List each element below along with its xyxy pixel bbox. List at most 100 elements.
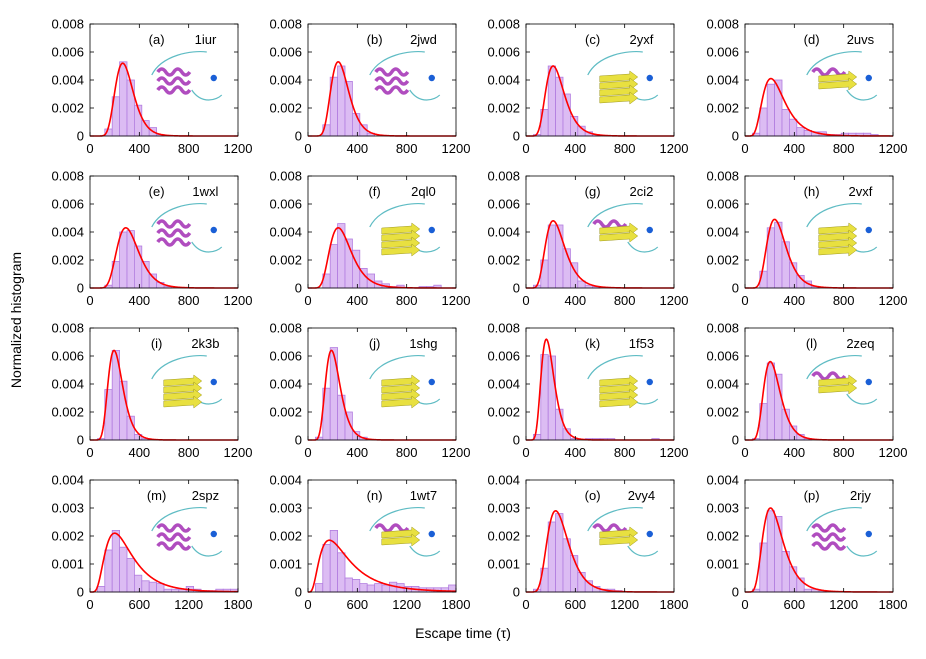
- alpha-helix: [811, 371, 847, 381]
- x-tick-label: 0: [522, 141, 529, 156]
- protein-structure-inset: [151, 51, 223, 101]
- y-tick-label: 0.002: [51, 529, 84, 544]
- beta-strand: [599, 526, 639, 540]
- x-tick-label: 400: [346, 293, 368, 308]
- protein-id-label: 2rjy: [850, 488, 871, 503]
- y-tick-label: 0.004: [706, 473, 739, 488]
- panel-tag: (k): [585, 336, 600, 351]
- x-tick-label: 800: [396, 293, 418, 308]
- y-tick-label: 0.004: [51, 225, 84, 240]
- x-tick-label: 1200: [442, 445, 471, 460]
- y-tick-label: 0.004: [706, 73, 739, 88]
- y-tick-label: 0.002: [51, 405, 84, 420]
- terminal-bead: [210, 74, 217, 82]
- x-tick-label: 0: [741, 445, 748, 460]
- y-tick-label: 0: [77, 585, 84, 600]
- beta-strand: [818, 243, 858, 257]
- beta-strand: [381, 236, 421, 250]
- y-tick-label: 0.002: [269, 101, 302, 116]
- protein-structure-inset: [806, 355, 878, 405]
- alpha-helix: [811, 541, 847, 551]
- y-tick-label: 0.008: [487, 17, 520, 32]
- histogram-bar: [547, 521, 557, 593]
- y-tick-label: 0.004: [269, 225, 302, 240]
- y-tick-label: 0: [295, 433, 302, 448]
- histogram-bar: [163, 588, 172, 593]
- x-tick-label: 1200: [174, 597, 203, 612]
- protein-structure-inset: [369, 507, 441, 557]
- terminal-bead: [210, 378, 217, 386]
- protein-id-label: 1shg: [409, 336, 437, 351]
- histogram-bar: [555, 513, 564, 593]
- panel-2spz: 0 0.001 0.002 0.003 0.004 0 600 1200 1800 (m) 2spz: [51, 473, 252, 613]
- y-tick-label: 0.008: [51, 17, 84, 32]
- y-tick-label: 0.002: [487, 529, 520, 544]
- panel-tag: (n): [367, 488, 383, 503]
- x-tick-label: 800: [833, 141, 855, 156]
- histogram-bar: [366, 584, 376, 593]
- coil-strand: [587, 203, 659, 253]
- protein-structure-inset: [587, 355, 659, 409]
- y-tick-label: 0.001: [487, 557, 520, 572]
- y-tick-label: 0.001: [51, 557, 84, 572]
- beta-strand: [381, 222, 421, 236]
- beta-strand: [381, 243, 421, 257]
- histogram-bar: [803, 588, 813, 593]
- y-tick-label: 0.002: [706, 529, 739, 544]
- y-tick-label: 0: [77, 129, 84, 144]
- y-tick-label: 0.003: [269, 501, 302, 516]
- histogram-bar: [329, 530, 339, 593]
- protein-structure-inset: [587, 507, 659, 557]
- y-tick-label: 0: [295, 129, 302, 144]
- y-tick-label: 0.006: [269, 349, 302, 364]
- histogram-bar: [351, 113, 361, 137]
- histogram-bar: [789, 118, 798, 137]
- histogram-bar: [351, 579, 361, 593]
- terminal-bead: [865, 378, 872, 386]
- histogram-bar: [148, 581, 157, 593]
- coil-strand: [587, 507, 659, 557]
- beta-strand: [381, 381, 421, 395]
- protein-structure-inset: [369, 51, 441, 101]
- beta-strand: [599, 374, 639, 388]
- y-tick-label: 0.002: [706, 253, 739, 268]
- x-tick-label: 400: [128, 293, 150, 308]
- terminal-bead: [428, 530, 435, 538]
- panel-tag: (l): [806, 336, 818, 351]
- x-tick-label: 0: [86, 141, 93, 156]
- y-tick-label: 0: [513, 129, 520, 144]
- y-tick-label: 0: [513, 281, 520, 296]
- panel-1shg: 0 0.002 0.004 0.006 0.008 0 400 800 1200 (j) 1shg: [269, 321, 470, 461]
- y-tick-label: 0.002: [269, 253, 302, 268]
- histogram-bar: [119, 546, 128, 593]
- terminal-bead: [646, 378, 653, 386]
- alpha-helix: [156, 76, 192, 86]
- histogram-bar: [555, 408, 564, 441]
- y-tick-label: 0.008: [487, 169, 520, 184]
- terminal-bead: [646, 226, 653, 234]
- terminal-bead: [646, 74, 653, 82]
- protein-id-label: 1wxl: [192, 184, 218, 199]
- histogram-bar: [119, 231, 128, 289]
- beta-strand: [381, 533, 421, 547]
- histogram-bar: [359, 583, 368, 593]
- y-tick-label: 0.003: [51, 501, 84, 516]
- x-tick-label: 1200: [442, 293, 471, 308]
- y-tick-label: 0.006: [269, 45, 302, 60]
- coil-strand: [369, 51, 441, 101]
- x-tick-label: 0: [741, 597, 748, 612]
- histogram-bar: [314, 583, 324, 593]
- y-tick-label: 0.008: [269, 321, 302, 336]
- alpha-helix: [156, 237, 192, 247]
- terminal-bead: [210, 530, 217, 538]
- y-tick-label: 0.003: [487, 501, 520, 516]
- alpha-helix: [156, 219, 192, 229]
- x-tick-label: 1200: [829, 597, 858, 612]
- coil-strand: [369, 507, 441, 557]
- x-tick-label: 1200: [879, 141, 908, 156]
- protein-structure-inset: [151, 355, 223, 409]
- x-tick-label: 400: [128, 141, 150, 156]
- y-tick-label: 0.004: [706, 377, 739, 392]
- x-tick-label: 400: [783, 141, 805, 156]
